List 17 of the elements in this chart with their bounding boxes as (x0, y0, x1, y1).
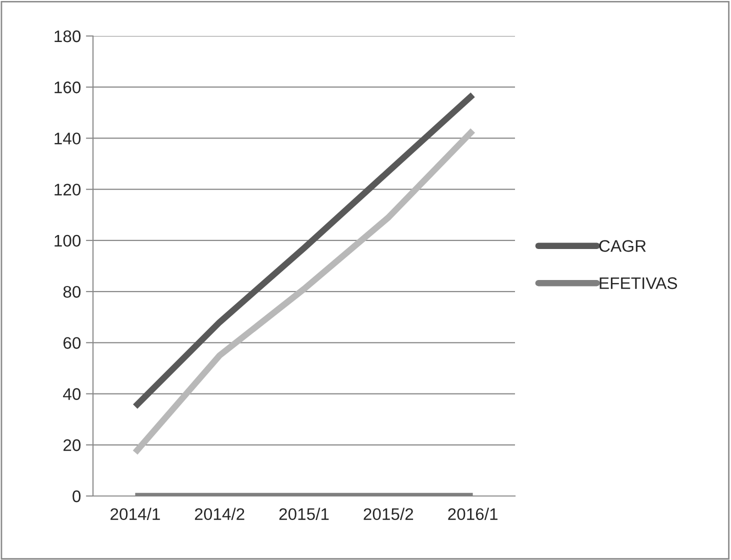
y-tick-label: 60 (64, 337, 81, 349)
y-tick-label: 40 (63, 388, 81, 400)
x-tick-label: 2014/2 (194, 508, 244, 520)
x-tick-label: 2015/1 (279, 508, 329, 520)
legend-label: CAGR (599, 240, 646, 252)
y-tick-label: 180 (54, 30, 81, 42)
legend-label: EFETIVAS (600, 277, 678, 290)
y-tick-label: 160 (54, 82, 81, 94)
y-tick-label: 140 (54, 132, 81, 144)
y-tick-label: 100 (54, 234, 81, 247)
x-tick-label: 2015/2 (364, 508, 414, 520)
y-tick-label: 120 (54, 184, 81, 196)
y-tick-label: 20 (63, 439, 81, 452)
x-tick-label: 2016/1 (448, 508, 498, 520)
x-tick-label: 2014/1 (110, 508, 160, 520)
y-tick-label: 80 (63, 286, 81, 298)
y-tick-label: 0 (72, 490, 81, 502)
